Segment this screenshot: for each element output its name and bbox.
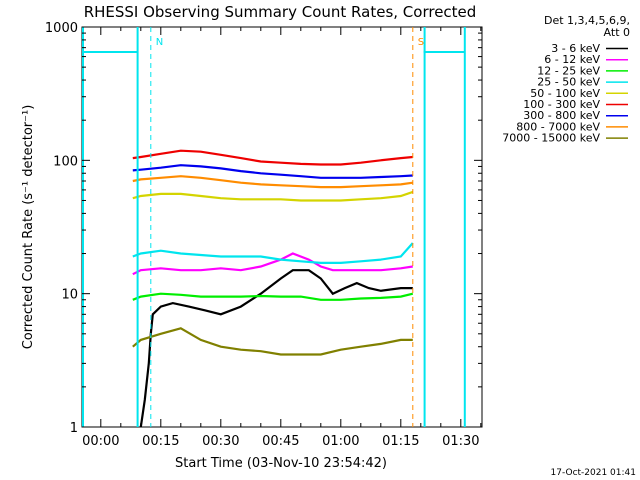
x-tick-label-2: 00:30 [202, 434, 239, 449]
series-layer [132, 149, 414, 427]
y-tick-label-2: 100 [53, 154, 78, 169]
legend-header: Det 1,3,4,5,6,9,Att 0 [544, 14, 630, 39]
legend-label-0: 3 - 6 keV [551, 42, 600, 55]
y-tick-label-1: 10 [61, 288, 78, 303]
legend-label-2: 12 - 25 keV [537, 64, 600, 77]
series-line-5 [132, 149, 413, 166]
y-axis-label: Corrected Count Rate (s⁻¹ detector⁻¹) [21, 105, 36, 350]
marker-label-1: S [418, 37, 424, 48]
x-tick-label-3: 00:45 [262, 434, 299, 449]
legend-label-4: 50 - 100 keV [530, 87, 600, 100]
legend-header-line-1: Att 0 [604, 26, 630, 39]
y-tick-label-0: 1 [70, 421, 78, 436]
x-tick-label-6: 01:30 [442, 434, 479, 449]
plot-area-frame [81, 26, 483, 428]
legend-label-5: 100 - 300 keV [523, 98, 600, 111]
legend-label-8: 7000 - 15000 keV [502, 132, 600, 145]
x-tick-label-4: 01:00 [322, 434, 359, 449]
x-axis-label: Start Time (03-Nov-10 23:54:42) [175, 456, 387, 471]
legend-label-1: 6 - 12 keV [544, 53, 600, 66]
series-line-2 [132, 292, 414, 301]
series-line-7 [132, 175, 413, 189]
series-line-6 [132, 164, 413, 179]
chart-title: RHESSI Observing Summary Count Rates, Co… [84, 3, 477, 21]
legend-label-6: 300 - 800 keV [523, 109, 600, 122]
series-line-4 [132, 190, 414, 202]
axes: 00:00 00:15 00:30 00:45 01:00 01:15 01:30 1 10 10… [45, 21, 482, 449]
series-line-1 [132, 252, 413, 276]
series-line-0 [139, 269, 413, 427]
legend-label-7: 800 - 7000 keV [516, 120, 600, 133]
series-line-3 [132, 242, 414, 264]
x-tick-label-0: 00:00 [82, 434, 119, 449]
legend-label-3: 25 - 50 keV [537, 76, 600, 89]
marker-label-0: N [156, 37, 163, 48]
timestamp-label: 17-Oct-2021 01:41 [551, 468, 636, 478]
series-line-8 [132, 327, 413, 356]
y-tick-label-3: 1000 [45, 21, 78, 36]
legend-header-line-0: Det 1,3,4,5,6,9, [544, 14, 630, 27]
x-tick-label-5: 01:15 [382, 434, 419, 449]
x-tick-label-1: 00:15 [142, 434, 179, 449]
